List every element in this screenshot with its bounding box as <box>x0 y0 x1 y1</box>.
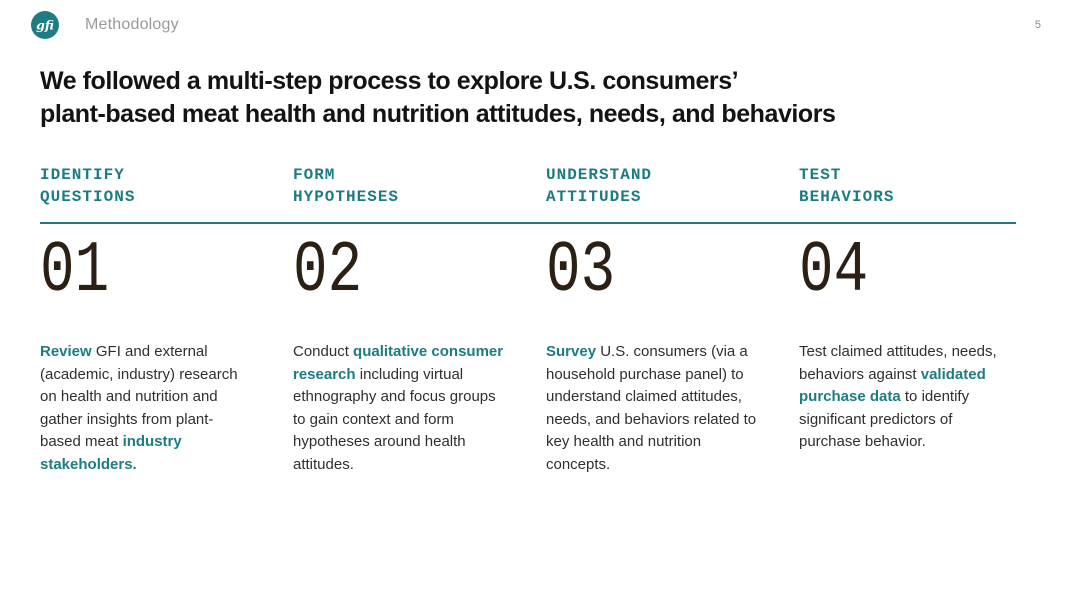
step-label-identify-questions: IDENTIFY QUESTIONS <box>40 166 136 206</box>
slide-content: We followed a multi-step process to expl… <box>0 65 1067 476</box>
section-label: Methodology <box>85 16 179 33</box>
gfi-logo-icon: gfi <box>31 11 59 39</box>
step-number-4: 04 <box>799 230 869 312</box>
slide-title: We followed a multi-step process to expl… <box>40 67 836 128</box>
step-number-3: 03 <box>546 230 616 312</box>
step-label-test-behaviors: TEST BEHAVIORS <box>799 166 895 206</box>
step-number-1: 01 <box>40 230 110 312</box>
step-label-form-hypotheses: FORM HYPOTHESES <box>293 166 400 206</box>
divider-rule <box>40 222 1016 224</box>
step-description-3: Survey U.S. consumers (via a household p… <box>546 343 757 473</box>
svg-text:gfi: gfi <box>36 18 54 33</box>
step-number-2: 02 <box>293 230 363 312</box>
step-description-1: Review GFI and external (academic, indus… <box>40 343 238 473</box>
step-column-1: 01 Review GFI and external (academic, in… <box>40 224 260 476</box>
page-number: 5 <box>1034 19 1041 31</box>
top-bar: gfi Methodology 5 <box>0 0 1067 50</box>
steps-row: 01 Review GFI and external (academic, in… <box>40 224 1067 476</box>
step-description-2: Conduct qualitative consumer research in… <box>293 343 504 473</box>
step-label-understand-attitudes: UNDERSTAND ATTITUDES <box>546 166 653 206</box>
step-column-3: 03 Survey U.S. consumers (via a househol… <box>546 224 766 476</box>
step-labels-row: IDENTIFY QUESTIONS FORM HYPOTHESES UNDER… <box>40 164 1067 208</box>
step-column-2: 02 Conduct qualitative consumer research… <box>293 224 513 476</box>
step-description-4: Test claimed attitudes, needs, behaviors… <box>799 343 997 450</box>
step-column-4: 04 Test claimed attitudes, needs, behavi… <box>799 224 1019 476</box>
